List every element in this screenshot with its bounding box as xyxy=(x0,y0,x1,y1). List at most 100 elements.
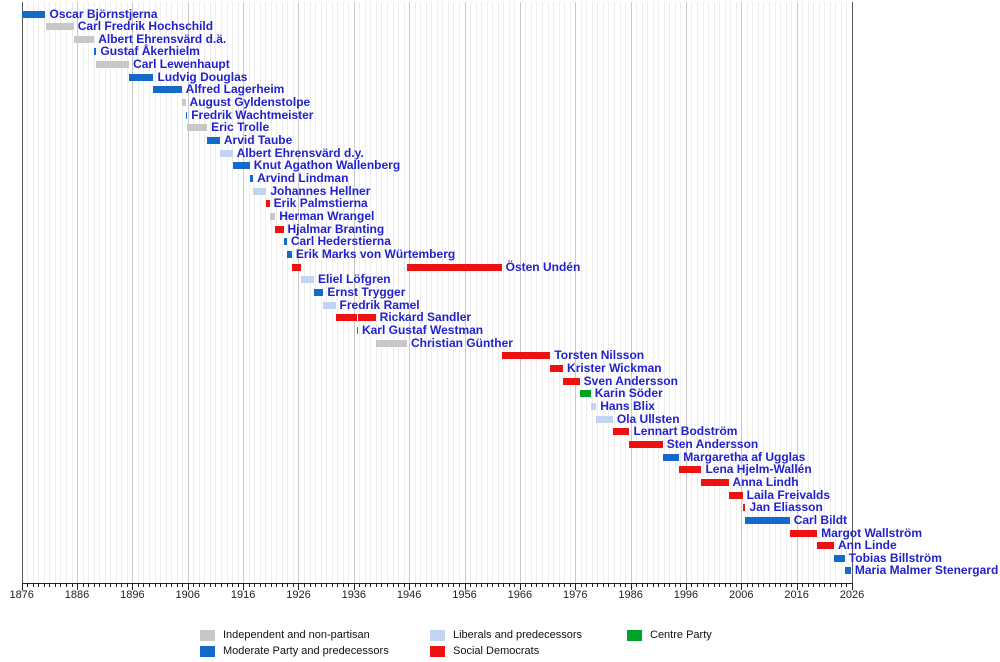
minister-name-link[interactable]: Anna Lindh xyxy=(732,474,799,489)
gridline xyxy=(802,2,804,583)
minister-name-link[interactable]: Arvid Taube xyxy=(223,133,293,148)
minor-tick xyxy=(342,583,344,587)
minor-tick xyxy=(481,583,483,587)
minister-name-link[interactable]: Sven Andersson xyxy=(583,373,678,388)
minor-tick xyxy=(735,583,737,587)
gridline xyxy=(763,2,765,583)
gridline xyxy=(636,2,638,583)
minor-tick xyxy=(232,583,234,587)
minister-name-link[interactable]: Johannes Hellner xyxy=(270,183,371,198)
major-tick xyxy=(187,583,189,590)
minister-name-link[interactable]: Jan Eliasson xyxy=(749,500,823,515)
gridline xyxy=(298,2,300,583)
axis-tick-label: 1876 xyxy=(9,589,34,601)
term-bar xyxy=(323,301,336,309)
gridline xyxy=(591,2,593,583)
gridline xyxy=(409,2,411,583)
gridline xyxy=(840,2,842,583)
minister-name-link[interactable]: Maria Malmer Stenergard xyxy=(854,563,999,578)
minister-name-link[interactable]: Sten Andersson xyxy=(666,436,759,451)
minister-name-link[interactable]: Carl Lewenhaupt xyxy=(133,57,230,72)
minister-name-link[interactable]: Eric Trolle xyxy=(211,120,270,135)
gridline xyxy=(215,2,217,583)
minister-name-link[interactable]: Fredrik Wachtmeister xyxy=(191,107,314,122)
minor-tick xyxy=(237,583,239,587)
gridline xyxy=(304,2,305,583)
minister-name-link[interactable]: Herman Wrangel xyxy=(279,209,375,224)
minister-name-link[interactable]: Ann Linde xyxy=(838,538,897,553)
minor-tick xyxy=(165,583,167,587)
minor-tick xyxy=(807,583,809,587)
minister-name-link[interactable]: Krister Wickman xyxy=(567,360,662,375)
minister-name-link[interactable]: August Gyldenstolpe xyxy=(189,95,311,110)
minister-name-link[interactable]: Alfred Lagerheim xyxy=(185,82,285,97)
minister-name-link[interactable]: Torsten Nilsson xyxy=(554,348,645,363)
term-bar xyxy=(45,23,74,31)
minister-name-link[interactable]: Erik Marks von Würtemberg xyxy=(295,247,456,262)
minister-name-link[interactable]: Tobias Billström xyxy=(848,550,942,565)
term-bar xyxy=(817,542,834,550)
gridline xyxy=(530,2,532,583)
minor-tick xyxy=(846,583,848,587)
major-tick xyxy=(298,583,300,590)
minor-tick xyxy=(564,583,566,587)
gridline xyxy=(796,2,798,583)
minister-name-link[interactable]: Gustaf Åkerhielm xyxy=(100,44,200,59)
minor-tick xyxy=(647,583,649,587)
minister-name-link[interactable]: Carl Fredrik Hochschild xyxy=(77,19,214,34)
legend-label: Social Democrats xyxy=(453,645,540,657)
minister-name-link[interactable]: Fredrik Ramel xyxy=(339,297,420,312)
minister-name-link[interactable]: Margot Wallström xyxy=(821,525,923,540)
minor-tick xyxy=(121,583,123,587)
minor-tick xyxy=(176,583,178,587)
minister-name-link[interactable]: Ernst Trygger xyxy=(327,284,406,299)
axis-tick-label: 1946 xyxy=(396,589,422,601)
gridline xyxy=(658,2,660,583)
minister-name-link[interactable]: Lennart Bodström xyxy=(633,424,738,439)
minor-tick xyxy=(82,583,84,587)
minor-tick xyxy=(442,583,444,587)
minister-name-link[interactable]: Carl Hederstierna xyxy=(290,234,391,249)
minister-name-link[interactable]: Lena Hjelm-Wallén xyxy=(705,462,812,477)
minor-tick xyxy=(525,583,527,587)
minor-tick xyxy=(829,583,831,587)
minor-tick xyxy=(652,583,654,587)
minister-name-link[interactable]: Ola Ullsten xyxy=(616,411,680,426)
major-tick xyxy=(464,583,466,590)
minister-name-link[interactable]: Karl Gustaf Westman xyxy=(361,322,484,337)
minister-name-link[interactable]: Albert Ehrensvärd d.ä. xyxy=(98,31,227,46)
gridline xyxy=(143,2,145,583)
minor-tick xyxy=(680,583,682,587)
minister-name-link[interactable]: Hans Blix xyxy=(600,398,655,413)
minister-name-link[interactable]: Margaretha af Ugglas xyxy=(683,449,806,464)
major-tick xyxy=(77,583,79,590)
minister-name-link[interactable]: Ludvig Douglas xyxy=(157,69,248,84)
term-bar xyxy=(129,73,154,81)
minister-name-link[interactable]: Oscar Björnstjerna xyxy=(49,6,158,21)
minister-name-link[interactable]: Hjalmar Branting xyxy=(287,221,385,236)
minister-name-link[interactable]: Karin Söder xyxy=(594,386,663,401)
axis-tick-label: 1996 xyxy=(673,589,699,601)
minister-name-link[interactable]: Laila Freivalds xyxy=(746,487,831,502)
minister-name-link[interactable]: Eliel Löfgren xyxy=(317,272,391,287)
minor-tick xyxy=(447,583,449,587)
minister-name-link[interactable]: Carl Bildt xyxy=(793,512,848,527)
gridline xyxy=(43,2,45,583)
minister-name-link[interactable]: Albert Ehrensvärd d.y. xyxy=(236,145,364,160)
term-bar xyxy=(73,35,95,43)
gridline xyxy=(691,2,693,583)
minor-tick xyxy=(813,583,815,587)
gridline xyxy=(807,2,809,583)
minister-name-link[interactable]: Erik Palmstierna xyxy=(273,196,368,211)
minor-tick xyxy=(791,583,793,587)
minor-tick xyxy=(663,583,665,587)
minister-name-link[interactable]: Östen Undén xyxy=(505,259,581,274)
minister-name-link[interactable]: Knut Agathon Wallenberg xyxy=(253,158,401,173)
minister-name-link[interactable]: Christian Günther xyxy=(410,335,513,350)
minister-name-link[interactable]: Rickard Sandler xyxy=(379,310,472,325)
minor-tick xyxy=(254,583,256,587)
gridline xyxy=(420,2,422,583)
minor-tick xyxy=(193,583,195,587)
minister-name-link[interactable]: Arvind Lindman xyxy=(257,171,349,186)
